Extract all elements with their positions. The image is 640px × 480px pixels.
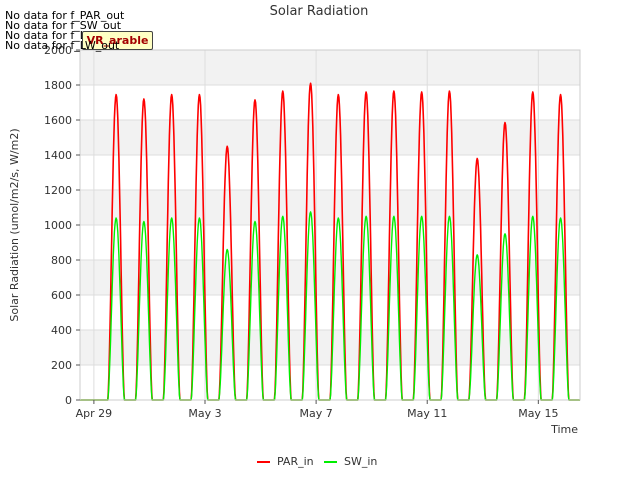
x-tick-label: Apr 29 — [76, 407, 113, 420]
plot-band — [80, 50, 580, 85]
x-tick-label: May 11 — [407, 407, 447, 420]
y-tick-label: 800 — [51, 254, 72, 267]
legend-sw-in-label: SW_in — [344, 455, 377, 468]
series-line-sw-in — [79, 211, 581, 401]
plot-band — [80, 330, 580, 365]
y-tick-label: 1600 — [44, 114, 72, 127]
y-axis-label: Solar Radiation (umol/m2/s, W/m2) — [8, 128, 21, 321]
plot-band — [80, 120, 580, 155]
no-data-message: No data for f_LW_out — [5, 39, 120, 52]
y-axis-ticks: 0 200 400 600 800 1000 1200 1400 1600 1800 2000 — [44, 44, 80, 407]
y-tick-label: 1800 — [44, 79, 72, 92]
x-axis-label: Time — [550, 423, 578, 436]
chart-title: Solar Radiation — [270, 4, 369, 19]
y-tick-label: 1200 — [44, 184, 72, 197]
y-tick-label: 2000 — [44, 44, 72, 57]
plot-band — [80, 260, 580, 295]
x-axis-ticks: Apr 29 May 3 May 7 May 11 May 15 — [76, 400, 558, 420]
y-tick-label: 200 — [51, 359, 72, 372]
site-badge: VR_arable — [82, 31, 153, 50]
x-tick-label: May 3 — [188, 407, 221, 420]
legend: PAR_in SW_in — [257, 455, 377, 468]
y-tick-label: 400 — [51, 324, 72, 337]
x-tick-label: May 15 — [518, 407, 558, 420]
x-tick-label: May 7 — [299, 407, 332, 420]
no-data-message: No data for f_SW_out — [5, 19, 122, 32]
y-tick-label: 1000 — [44, 219, 72, 232]
plot-band — [80, 190, 580, 225]
no-data-message: No data for f_PAR_out — [5, 9, 125, 22]
legend-par-in-label: PAR_in — [277, 455, 314, 468]
y-tick-label: 0 — [65, 394, 72, 407]
plot-background-bands — [80, 50, 580, 365]
y-tick-label: 1400 — [44, 149, 72, 162]
y-tick-label: 600 — [51, 289, 72, 302]
